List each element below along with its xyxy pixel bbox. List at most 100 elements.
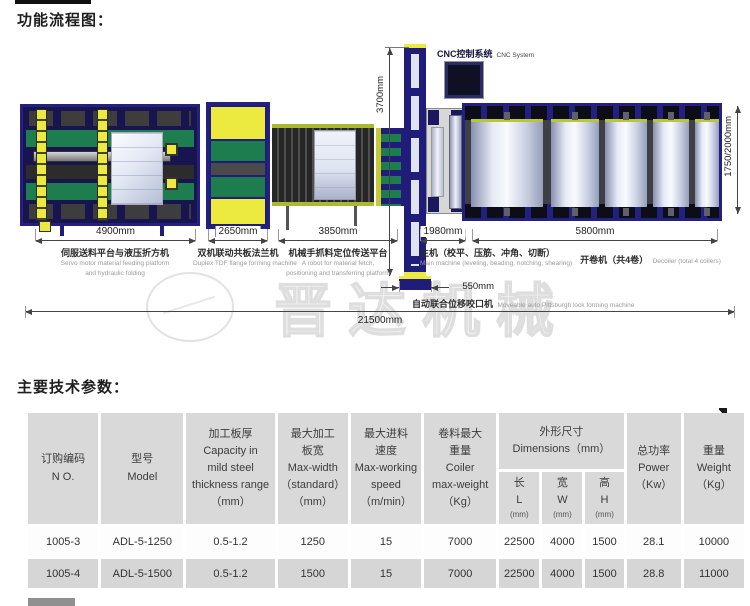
feeder-machine	[20, 104, 200, 232]
main-machine	[426, 108, 464, 214]
feeder-yellow-column	[36, 109, 47, 221]
cnc-label-en: CNC System	[496, 52, 535, 59]
main-label-cn: 主机（校平、压筋、冲角、切断）	[420, 248, 556, 258]
flanger-machine	[206, 102, 270, 229]
robot-label-cn: 机械手抓料定位传送平台	[288, 248, 388, 258]
flanger-green-band	[211, 141, 265, 161]
robot-conveyor	[272, 124, 374, 206]
cell-weight: 11000	[683, 559, 744, 588]
cell-width: 4000	[542, 527, 583, 556]
cell-maxwidth: 1250	[277, 527, 348, 556]
cell-height: 1500	[585, 527, 624, 556]
flanger-dark-band	[211, 163, 265, 175]
main-label-en: Main machine (leveling, beading, notchin…	[420, 260, 573, 268]
top-crop-bar	[15, 0, 91, 4]
feeder-label-cn: 伺服送料平台与液压折方机	[60, 248, 169, 258]
dim-extension	[385, 47, 409, 48]
feeder-label: 伺服送料平台与液压折方机 Servo motor material feedin…	[30, 247, 200, 279]
cell-height: 1500	[585, 559, 624, 588]
main-corner	[428, 197, 439, 212]
dim-3850: 3850mm	[278, 226, 398, 244]
decoiler-machine	[462, 103, 722, 221]
cnc-label-cn: CNC控制系统	[437, 49, 493, 59]
machine-leg	[60, 226, 64, 236]
col-header-power: 总功率 Power （Kw）	[626, 413, 681, 524]
coil	[551, 112, 599, 216]
cell-model: ADL-5-1250	[101, 527, 184, 556]
feeder-clamp	[165, 143, 178, 156]
decoiler-label-cn: 开卷机（共4卷）	[580, 255, 649, 265]
lock-former-base	[399, 276, 431, 290]
tower-core	[411, 54, 419, 266]
feeder-clamp	[165, 177, 178, 190]
cell-speed: 15	[350, 527, 422, 556]
decoiler-label: 开卷机（共4卷） Decoiler (total 4 coilers)	[568, 250, 733, 268]
coil	[605, 112, 647, 216]
dim-extension	[399, 281, 400, 292]
feeder-slats-top	[29, 111, 191, 126]
col-header-model: 型号 Model	[101, 413, 184, 524]
cell-maxwidth: 1500	[277, 559, 348, 588]
table-row: 1005-3 ADL-5-1250 0.5-1.2 1250 15 7000 2…	[28, 527, 744, 556]
cell-length: 22500	[499, 527, 540, 556]
conveyor-sheet	[314, 130, 356, 200]
dim-height-label: 1750/2000mm	[723, 114, 734, 179]
watermark-logo-icon	[146, 272, 234, 342]
dim-1980: 1980mm	[420, 226, 466, 244]
dim-5800: 5800mm	[472, 226, 718, 244]
cell-model: ADL-5-1500	[101, 559, 184, 588]
dim-3700: 3700mm	[375, 48, 393, 276]
feeder-yellow-column	[97, 109, 108, 221]
feeder-slats-bottom	[29, 204, 191, 219]
col-header-dimensions: 外形尺寸 Dimensions（mm）	[499, 413, 624, 469]
dim-550-label: 550mm	[462, 281, 494, 292]
dim-2650: 2650mm	[208, 226, 268, 244]
decoiler-label-en: Decoiler (total 4 coilers)	[652, 258, 721, 265]
table-corner-icon	[719, 408, 727, 416]
col-header-thickness: 加工板厚 Capacity in mild steel thickness rang…	[186, 413, 275, 524]
conveyor-leg	[354, 206, 357, 230]
dim-4900-label: 4900mm	[93, 226, 138, 237]
main-roller	[449, 115, 462, 209]
lock-label-en: Moveable auto Pittsburgh lock forming ma…	[497, 302, 635, 309]
col-header-no: 订购编码 N O.	[28, 413, 99, 524]
main-label: 主机（校平、压筋、冲角、切断） Main machine (leveling, …	[420, 247, 610, 269]
flanger-yellow-band	[211, 199, 265, 224]
machine-leg	[160, 226, 164, 236]
flanger-green-band	[211, 177, 265, 197]
cnc-control-box	[444, 61, 484, 99]
dim-550-left	[381, 284, 399, 291]
feeder-sheet-stack	[111, 132, 163, 205]
feeder-label-en: and hydraulic folding	[85, 269, 145, 277]
dim-1980-label: 1980mm	[420, 226, 466, 237]
robot-label-en: positioning and transferring platform	[286, 269, 390, 277]
dim-550-right: 550mm	[431, 281, 494, 292]
coil	[653, 112, 689, 216]
flow-section-title: 功能流程图：	[17, 12, 114, 29]
col-header-coilweight: 卷料最大 重量 Coiler max-weight （Kg）	[424, 413, 497, 524]
cell-no: 1005-3	[28, 527, 99, 556]
dim-height: 1750/2000mm	[723, 106, 741, 214]
main-corner	[428, 110, 439, 125]
coil	[695, 112, 719, 216]
feeder-foot	[39, 221, 51, 232]
cell-width: 4000	[542, 559, 583, 588]
dim-21500: 21500mm	[25, 306, 735, 326]
flanger-label-en: Duplex TDF flange forming machine	[193, 260, 297, 268]
dim-5800-label: 5800mm	[572, 226, 618, 237]
decoiler-rail-bottom	[465, 204, 719, 218]
col-header-speed: 最大进料 速度 Max-working speed （m/min）	[350, 413, 422, 524]
cell-weight: 10000	[683, 527, 744, 556]
specs-table-wrap: 订购编码 N O. 型号 Model 加工板厚 Capacity in mild st…	[25, 410, 747, 591]
cell-thickness: 0.5-1.2	[186, 527, 275, 556]
coil	[471, 112, 543, 216]
dim-3700-label: 3700mm	[375, 74, 386, 115]
conveyor-leg	[286, 206, 289, 230]
conveyor-crossbars	[376, 128, 404, 206]
cell-thickness: 0.5-1.2	[186, 559, 275, 588]
cell-coilweight: 7000	[424, 559, 497, 588]
